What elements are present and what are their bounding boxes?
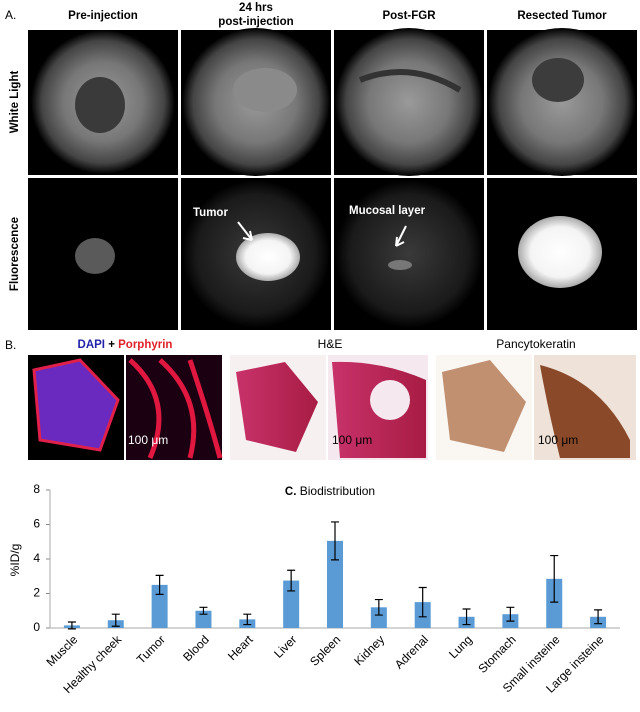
bar <box>151 584 168 628</box>
x-tick-label: Kidney <box>351 632 387 668</box>
column-title: Post-FGR <box>382 10 436 22</box>
error-bar <box>594 609 603 625</box>
error-bar <box>155 574 164 595</box>
stain-title: H&E <box>318 337 343 351</box>
x-tick-label: Lung <box>446 632 475 661</box>
y-axis-label: %ID/g <box>8 544 22 577</box>
bar <box>195 610 212 628</box>
bar <box>327 540 343 628</box>
scale-bar-label: 100 μm <box>332 433 372 447</box>
row-label: Fluorescence <box>9 217 21 291</box>
fluorescence-images <box>28 178 637 330</box>
chart-title: C. Biodistribution <box>285 484 375 498</box>
error-bar <box>550 554 559 603</box>
error-bar <box>287 569 296 592</box>
error-bar <box>418 586 427 618</box>
annotation: Mucosal layer <box>349 205 426 217</box>
stain: + <box>108 339 115 351</box>
y-tick-label: 6 <box>33 517 40 531</box>
column-title: post-injection <box>218 16 293 28</box>
error-bar <box>374 598 383 616</box>
x-tick-label: Liver <box>271 632 299 660</box>
error-bar <box>506 606 515 622</box>
column-title: 24 hrs <box>239 2 273 14</box>
row-label: White Light <box>9 71 21 134</box>
x-tick-label: Tumor <box>134 632 168 666</box>
panel-label: B. <box>5 338 16 352</box>
x-tick-label: Muscle <box>44 632 81 669</box>
stain-title: Pancytokeratin <box>496 337 575 351</box>
stain-title: DAPI + Porphyrin <box>78 339 173 351</box>
x-tick-label: Spleen <box>307 632 343 668</box>
stain: DAPI <box>78 339 105 351</box>
title: Biodistribution <box>300 484 375 498</box>
bar-chart: C. Biodistribution %ID/g 02468MuscleHeal… <box>8 482 620 696</box>
histology-images <box>28 355 636 460</box>
error-bar <box>462 608 471 626</box>
scale-bar-label: 100 μm <box>538 433 578 447</box>
bar <box>546 578 563 628</box>
error-bar <box>243 613 252 626</box>
x-tick-label: Blood <box>180 632 212 664</box>
white-light-images <box>28 28 637 176</box>
error-bar <box>199 606 208 615</box>
bar <box>370 607 387 628</box>
bar <box>283 580 300 628</box>
y-tick-label: 0 <box>33 620 40 634</box>
x-tick-label: Heart <box>225 632 256 663</box>
column-title: Resected Tumor <box>517 10 607 22</box>
y-tick-label: 2 <box>33 586 40 600</box>
stain: Porphyrin <box>118 339 172 351</box>
panel-label: C. <box>285 486 297 498</box>
y-tick-label: 8 <box>33 482 40 496</box>
error-bar <box>331 521 339 561</box>
column-title: Pre-injection <box>68 10 138 22</box>
annotation: Tumor <box>193 207 228 219</box>
error-bar <box>111 613 120 627</box>
panel-label: A. <box>5 8 16 22</box>
scale-bar-label: 100 μm <box>128 433 168 447</box>
x-tick-label: Adrenal <box>392 632 431 671</box>
y-tick-label: 4 <box>33 551 40 565</box>
x-tick-label: Stomach <box>475 632 518 675</box>
error-bar <box>67 621 76 630</box>
